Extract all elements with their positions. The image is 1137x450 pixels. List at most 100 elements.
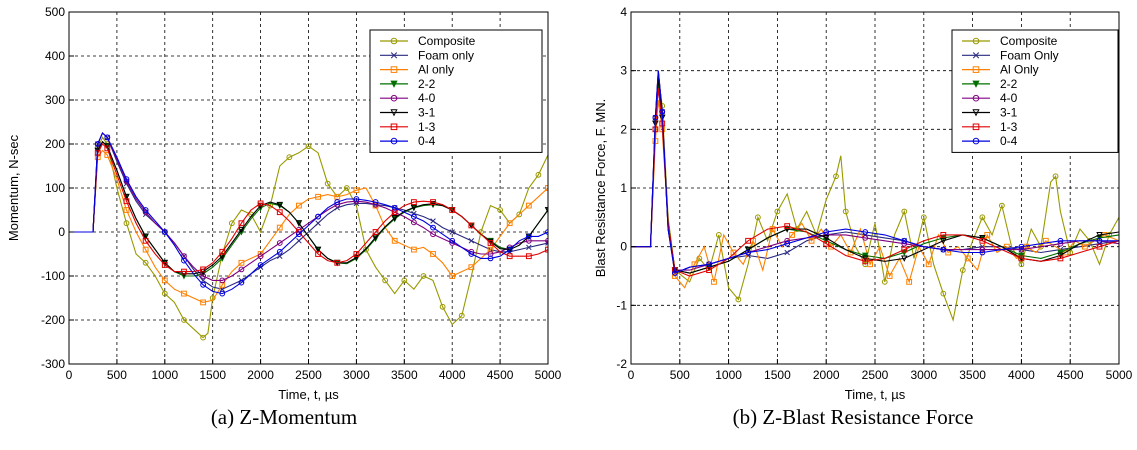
data-point bbox=[823, 229, 830, 235]
data-point bbox=[315, 251, 321, 257]
y-tick-label: 200 bbox=[45, 137, 65, 151]
data-point bbox=[789, 232, 795, 238]
series-line bbox=[631, 99, 1119, 289]
x-tick-label: 5000 bbox=[535, 368, 562, 382]
legend-item: 0-4 bbox=[380, 134, 436, 148]
data-point bbox=[181, 257, 187, 264]
legend-item: 4-0 bbox=[962, 91, 1018, 105]
data-point bbox=[382, 277, 389, 284]
data-point bbox=[228, 220, 235, 227]
data-point bbox=[1057, 237, 1064, 244]
legend-label: 0-4 bbox=[418, 134, 436, 148]
y-tick-label: 0 bbox=[620, 240, 627, 254]
y-tick-label: -100 bbox=[41, 269, 65, 283]
data-point bbox=[430, 224, 436, 231]
y-tick-label: 2 bbox=[620, 122, 627, 136]
data-point bbox=[257, 262, 264, 268]
data-point bbox=[161, 262, 168, 268]
data-point bbox=[545, 240, 548, 246]
data-point bbox=[901, 208, 908, 215]
data-point bbox=[972, 137, 980, 145]
data-point bbox=[200, 334, 207, 341]
y-tick-label: 0 bbox=[58, 225, 65, 239]
data-point bbox=[276, 224, 283, 231]
data-point bbox=[754, 214, 761, 221]
data-point bbox=[842, 208, 849, 215]
data-point bbox=[161, 229, 168, 235]
data-point bbox=[390, 66, 398, 73]
legend-label: Al only bbox=[418, 63, 454, 77]
data-point bbox=[343, 185, 350, 191]
data-point bbox=[257, 253, 264, 260]
data-point bbox=[410, 246, 417, 253]
data-point bbox=[784, 223, 791, 230]
data-point bbox=[862, 255, 869, 262]
data-point bbox=[672, 270, 678, 276]
legend-item: 2-2 bbox=[962, 77, 1018, 91]
data-point bbox=[497, 207, 504, 213]
series-line bbox=[69, 136, 548, 339]
data-point bbox=[276, 209, 283, 216]
data-point bbox=[104, 145, 111, 152]
legend-item: Foam Only bbox=[962, 48, 1059, 62]
y-tick-label: -2 bbox=[616, 357, 627, 371]
data-point bbox=[1018, 255, 1025, 262]
data-point bbox=[363, 246, 369, 253]
legend-item: Al only bbox=[380, 63, 454, 77]
data-point bbox=[181, 290, 187, 297]
data-point bbox=[219, 277, 226, 284]
chart-z-blast-resistance-force: 0 500 1000 1500 2000 2500 3000 3500 4000 4500 5000… bbox=[593, 5, 1133, 402]
x-tick-label: 0 bbox=[66, 368, 73, 382]
data-point bbox=[1052, 173, 1059, 180]
data-point bbox=[886, 273, 893, 279]
data-point bbox=[295, 220, 303, 227]
data-point bbox=[429, 200, 437, 208]
data-point bbox=[972, 94, 980, 102]
data-point bbox=[774, 208, 781, 215]
data-point bbox=[979, 249, 986, 256]
series-group bbox=[631, 70, 1119, 323]
data-point bbox=[410, 199, 417, 205]
data-point bbox=[1057, 249, 1064, 257]
legend-label: Al Only bbox=[1000, 63, 1039, 77]
data-point bbox=[745, 237, 752, 244]
data-point bbox=[487, 255, 494, 262]
y-tick-label: 3 bbox=[620, 64, 627, 78]
data-point bbox=[353, 196, 360, 202]
x-tick-label: 1000 bbox=[151, 368, 178, 382]
data-point bbox=[142, 233, 149, 240]
data-point bbox=[959, 267, 966, 274]
data-point bbox=[449, 229, 455, 235]
data-point bbox=[238, 259, 245, 266]
data-point bbox=[901, 237, 908, 244]
data-point bbox=[439, 303, 446, 310]
legend-label: 3-1 bbox=[418, 106, 436, 120]
legend-label: 3-1 bbox=[1000, 106, 1018, 120]
data-point bbox=[487, 240, 494, 246]
data-point bbox=[390, 80, 398, 88]
legend-item: Composite bbox=[380, 34, 476, 48]
data-point bbox=[458, 312, 465, 319]
data-point bbox=[984, 232, 991, 238]
data-point bbox=[315, 213, 321, 220]
data-point bbox=[200, 266, 207, 273]
data-point bbox=[744, 246, 752, 254]
data-point bbox=[324, 180, 331, 187]
data-point bbox=[940, 237, 947, 245]
legend-box bbox=[369, 29, 543, 153]
legend-label: Composite bbox=[418, 34, 476, 48]
data-point bbox=[972, 109, 980, 117]
data-point bbox=[161, 277, 168, 284]
data-point bbox=[964, 255, 971, 262]
chart-caption: (a) Z-Momentum bbox=[210, 405, 358, 429]
data-point bbox=[881, 278, 888, 285]
legend-label: Foam Only bbox=[1000, 48, 1059, 62]
data-point bbox=[1096, 232, 1103, 239]
legend-item: 1-3 bbox=[962, 120, 1018, 134]
data-point bbox=[104, 134, 111, 141]
data-point bbox=[972, 80, 980, 88]
x-tick-label: 2000 bbox=[813, 368, 840, 382]
data-point bbox=[862, 252, 869, 259]
data-point bbox=[706, 267, 712, 274]
series-line bbox=[69, 143, 548, 273]
